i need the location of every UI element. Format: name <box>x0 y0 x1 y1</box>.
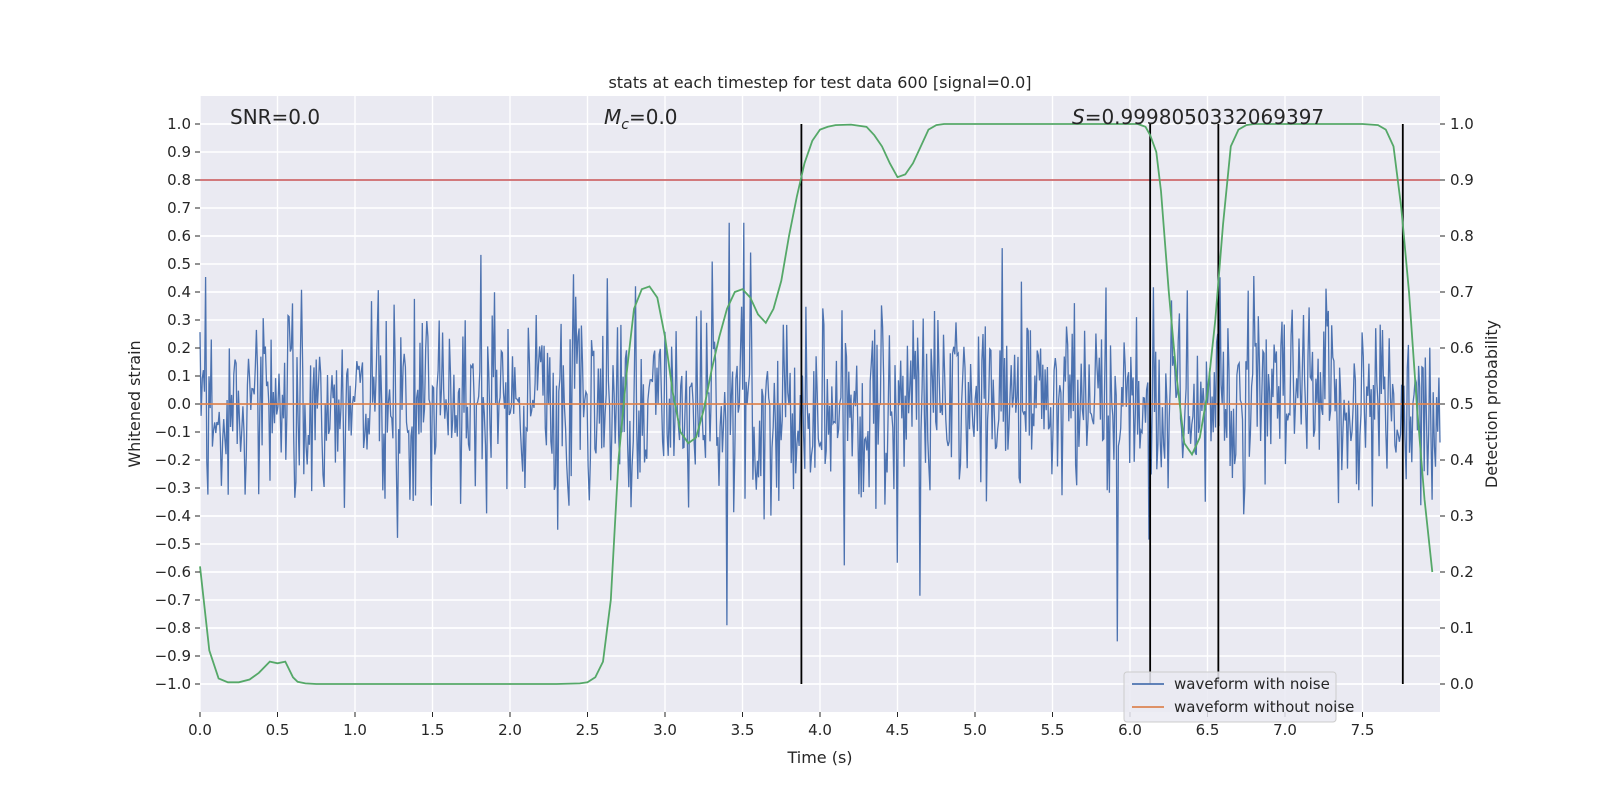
series-line-waveform-with-noise <box>199 222 1441 642</box>
s-value: =0.9998050332069397 <box>1085 105 1324 129</box>
y-tick-label: −0.8 <box>155 619 191 637</box>
y-right-tick-label: 0.7 <box>1450 283 1474 301</box>
y-right-tick-label: 0.2 <box>1450 563 1474 581</box>
y-tick-label: −0.4 <box>155 507 191 525</box>
x-tick-label: 5.5 <box>1041 721 1065 739</box>
y-tick-label: 0.0 <box>167 395 191 413</box>
x-tick-label: 3.5 <box>731 721 755 739</box>
s-symbol: S <box>1072 105 1085 129</box>
x-tick-label: 7.5 <box>1351 721 1375 739</box>
y-tick-label: 0.7 <box>167 199 191 217</box>
snr-annotation: SNR=0.0 <box>230 105 320 129</box>
score-annotation: S=0.9998050332069397 <box>1072 105 1324 129</box>
axes: 0.0 0.5 1.0 1.5 2.0 2.5 3.0 3.5 4.0 4.5 5.0 5.5 6.0 6… <box>155 115 1474 739</box>
y-right-tick-label: 0.0 <box>1450 675 1474 693</box>
y-tick-label: 0.6 <box>167 227 191 245</box>
y-right-tick-label: 0.4 <box>1450 451 1474 469</box>
x-tick-label: 0.0 <box>188 721 212 739</box>
y-tick-label: 1.0 <box>167 115 191 133</box>
y-axis-label: Whitened strain <box>125 340 144 467</box>
y-tick-label: 0.1 <box>167 367 191 385</box>
chirp-mass-annotation: Mc=0.0 <box>604 105 678 133</box>
legend-box <box>1123 671 1337 723</box>
y-right-tick-label: 0.6 <box>1450 339 1474 357</box>
y-tick-label: 0.3 <box>167 311 191 329</box>
legend-label-clean: waveform without noise <box>1174 698 1354 716</box>
x-tick-label: 4.5 <box>886 721 910 739</box>
y-right-axis-label: Detection probability <box>1482 320 1501 488</box>
mc-value: =0.0 <box>629 105 678 129</box>
y-tick-label: −0.9 <box>155 647 191 665</box>
y-tick-label: −0.3 <box>155 479 191 497</box>
y-right-tick-label: 0.8 <box>1450 227 1474 245</box>
x-tick-label: 6.5 <box>1196 721 1220 739</box>
y-tick-label: 0.2 <box>167 339 191 357</box>
x-tick-label: 6.0 <box>1118 721 1142 739</box>
y-tick-label: −0.2 <box>155 451 191 469</box>
y-tick-label: −0.6 <box>155 563 191 581</box>
y-right-tick-label: 0.9 <box>1450 171 1474 189</box>
x-tick-label: 5.0 <box>963 721 987 739</box>
mc-subscript: c <box>621 117 629 133</box>
x-tick-label: 3.0 <box>653 721 677 739</box>
x-tick-label: 2.5 <box>576 721 600 739</box>
y-right-tick-label: 0.1 <box>1450 619 1474 637</box>
legend-label-noise: waveform with noise <box>1174 675 1330 693</box>
x-tick-label: 0.5 <box>266 721 290 739</box>
x-tick-label: 1.5 <box>421 721 445 739</box>
y-tick-label: 0.5 <box>167 255 191 273</box>
x-tick-label: 2.0 <box>498 721 522 739</box>
y-tick-label: 0.8 <box>167 171 191 189</box>
legend: waveform with noise waveform without noi… <box>1123 671 1354 723</box>
series-line-detection-probability <box>199 123 1434 685</box>
y-tick-label: 0.4 <box>167 283 191 301</box>
x-axis-label: Time (s) <box>786 748 852 767</box>
x-tick-label: 4.0 <box>808 721 832 739</box>
overlay-lines <box>199 123 1440 685</box>
noise-waveform-series <box>199 222 1441 642</box>
x-tick-label: 7.0 <box>1273 721 1297 739</box>
mc-symbol: M <box>604 105 621 129</box>
y-tick-label: −0.7 <box>155 591 191 609</box>
chart-title: stats at each timestep for test data 600… <box>608 73 1031 92</box>
y-right-tick-label: 0.3 <box>1450 507 1474 525</box>
y-tick-label: −1.0 <box>155 675 191 693</box>
y-right-tick-label: 0.5 <box>1450 395 1474 413</box>
y-tick-label: −0.1 <box>155 423 191 441</box>
y-tick-label: 0.9 <box>167 143 191 161</box>
y-tick-label: −0.5 <box>155 535 191 553</box>
y-right-tick-label: 1.0 <box>1450 115 1474 133</box>
x-tick-label: 1.0 <box>343 721 367 739</box>
